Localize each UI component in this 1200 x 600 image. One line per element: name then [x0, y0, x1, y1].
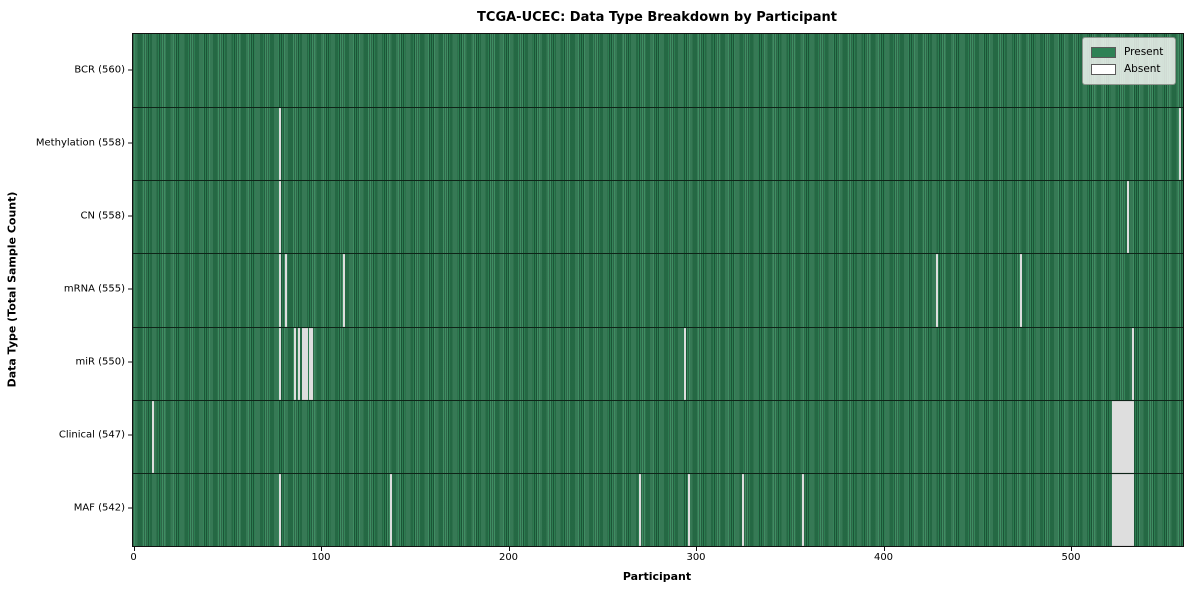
- absent-stripe: [1117, 400, 1120, 473]
- absent-stripe: [284, 254, 287, 327]
- absent-stripe: [1132, 327, 1135, 400]
- absent-stripe: [301, 327, 304, 400]
- absent-stripe: [1117, 473, 1120, 546]
- absent-stripe: [279, 181, 282, 254]
- absent-stripe: [1130, 400, 1133, 473]
- y-tick-label: Methylation (558): [35, 137, 125, 149]
- absent-stripe: [688, 473, 691, 546]
- legend: Present Absent: [1082, 37, 1176, 85]
- legend-item-absent: Absent: [1091, 61, 1167, 78]
- absent-stripe: [1019, 254, 1022, 327]
- absent-stripe: [1111, 473, 1114, 546]
- absent-stripe: [311, 327, 314, 400]
- x-axis-title: Participant: [622, 570, 692, 583]
- row-divider: [133, 253, 1183, 255]
- row-divider: [133, 326, 1183, 328]
- absent-stripe: [1123, 400, 1126, 473]
- absent-stripe: [343, 254, 346, 327]
- legend-item-present: Present: [1091, 44, 1167, 61]
- plot-area: [132, 33, 1184, 547]
- y-tick-label: MAF (542): [73, 502, 125, 514]
- row-divider: [133, 399, 1183, 401]
- absent-stripe: [151, 400, 154, 473]
- x-tick-mark: [1071, 546, 1072, 551]
- legend-absent-swatch-icon: [1091, 64, 1116, 75]
- absent-stripe: [639, 473, 642, 546]
- legend-present-swatch-icon: [1091, 47, 1116, 58]
- absent-stripe: [309, 327, 312, 400]
- absent-stripe: [1121, 400, 1124, 473]
- absent-stripe: [1115, 400, 1118, 473]
- absent-stripe: [279, 254, 282, 327]
- y-tick-mark: [127, 361, 132, 363]
- y-tick-label: CN (558): [80, 210, 125, 222]
- x-tick-label: 400: [873, 552, 894, 563]
- y-tick-mark: [127, 69, 132, 71]
- absent-stripe: [1126, 181, 1129, 254]
- y-tick-label: miR (550): [75, 356, 125, 368]
- y-tick-mark: [127, 215, 132, 217]
- absent-stripe: [279, 108, 282, 181]
- x-tick-mark: [883, 546, 885, 551]
- absent-stripe: [1113, 473, 1116, 546]
- x-tick-mark: [133, 546, 135, 551]
- absent-stripe: [1113, 400, 1116, 473]
- x-tick-mark: [321, 546, 322, 551]
- x-tick-label: 300: [686, 552, 706, 563]
- absent-stripe: [1130, 473, 1133, 546]
- y-tick-mark: [127, 288, 132, 290]
- absent-stripe: [935, 254, 938, 327]
- x-tick-label: 500: [1061, 552, 1081, 563]
- x-tick-mark: [508, 546, 510, 551]
- absent-stripe: [684, 327, 687, 400]
- absent-stripe: [1124, 400, 1127, 473]
- x-tick-mark: [696, 546, 697, 551]
- absent-stripe: [1128, 473, 1131, 546]
- y-tick-label: Clinical (547): [58, 429, 125, 441]
- x-tick-label: 200: [498, 552, 519, 563]
- x-tick-label: 100: [311, 552, 331, 563]
- row-divider: [133, 472, 1183, 474]
- absent-stripe: [305, 327, 308, 400]
- absent-stripe: [1115, 473, 1118, 546]
- absent-stripe: [1179, 108, 1182, 181]
- absent-stripe: [1126, 473, 1129, 546]
- absent-stripe: [802, 473, 805, 546]
- row-divider: [133, 180, 1183, 182]
- y-tick-label: BCR (560): [74, 64, 125, 76]
- absent-stripe: [389, 473, 392, 546]
- absent-stripe: [294, 327, 297, 400]
- absent-stripe: [1132, 400, 1135, 473]
- x-tick-label: 0: [130, 552, 137, 563]
- absent-stripe: [1119, 473, 1122, 546]
- y-tick-label: mRNA (555): [63, 283, 125, 295]
- absent-stripe: [1124, 473, 1127, 546]
- absent-stripe: [1132, 473, 1135, 546]
- row-divider: [133, 107, 1183, 109]
- absent-stripe: [1121, 473, 1124, 546]
- y-tick-mark: [127, 142, 132, 144]
- y-tick-mark: [127, 434, 132, 436]
- absent-stripe: [742, 473, 745, 546]
- chart-title: TCGA-UCEC: Data Type Breakdown by Partic…: [477, 10, 837, 25]
- absent-stripe: [1119, 400, 1122, 473]
- absent-stripe: [303, 327, 306, 400]
- absent-stripe: [1123, 473, 1126, 546]
- absent-stripe: [1111, 400, 1114, 473]
- y-tick-mark: [127, 507, 132, 509]
- absent-stripe: [1126, 400, 1129, 473]
- absent-stripe: [298, 327, 301, 400]
- absent-stripe: [1128, 400, 1131, 473]
- legend-present-label: Present: [1124, 46, 1164, 58]
- absent-stripe: [279, 473, 282, 546]
- legend-absent-label: Absent: [1124, 63, 1161, 75]
- absent-stripe: [279, 327, 282, 400]
